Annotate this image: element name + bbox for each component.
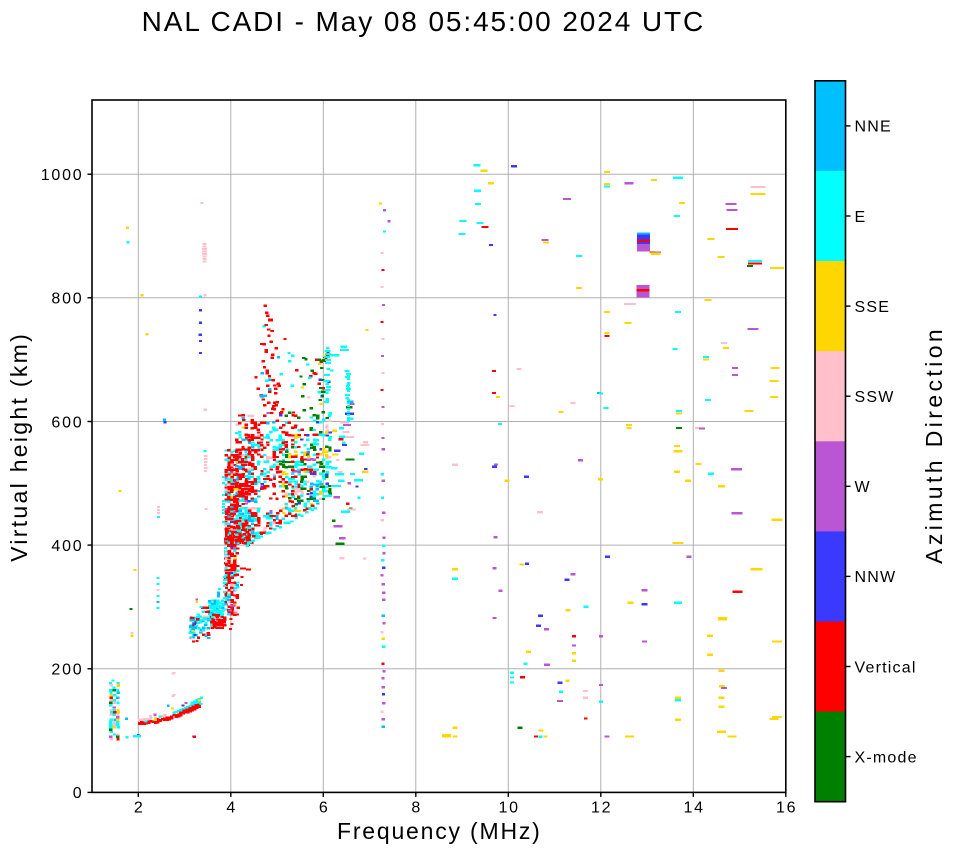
svg-text:Azimuth Direction: Azimuth Direction xyxy=(921,326,947,564)
svg-text:4: 4 xyxy=(226,800,237,817)
svg-text:2: 2 xyxy=(134,800,145,817)
svg-text:14: 14 xyxy=(683,800,704,817)
svg-text:W: W xyxy=(855,479,871,496)
svg-text:Vertical: Vertical xyxy=(855,659,917,676)
svg-text:SSW: SSW xyxy=(855,389,895,406)
svg-text:X-mode: X-mode xyxy=(855,749,918,766)
svg-text:Virtual height (km): Virtual height (km) xyxy=(6,332,32,562)
svg-text:10: 10 xyxy=(498,800,519,817)
svg-text:16: 16 xyxy=(776,800,797,817)
svg-text:8: 8 xyxy=(411,800,422,817)
svg-text:1000: 1000 xyxy=(41,167,84,184)
svg-text:SSE: SSE xyxy=(855,299,891,316)
svg-text:400: 400 xyxy=(51,538,83,555)
svg-text:6: 6 xyxy=(319,800,330,817)
svg-text:NNW: NNW xyxy=(855,569,897,586)
svg-text:0: 0 xyxy=(73,785,84,802)
svg-text:Frequency (MHz): Frequency (MHz) xyxy=(337,818,542,844)
svg-text:600: 600 xyxy=(51,414,83,431)
svg-text:E: E xyxy=(855,209,867,226)
svg-text:NAL CADI - May 08 05:45:00 202: NAL CADI - May 08 05:45:00 2024 UTC xyxy=(142,6,705,37)
svg-text:800: 800 xyxy=(51,291,83,308)
svg-text:200: 200 xyxy=(51,662,83,679)
svg-text:12: 12 xyxy=(591,800,612,817)
svg-text:NNE: NNE xyxy=(855,119,892,136)
